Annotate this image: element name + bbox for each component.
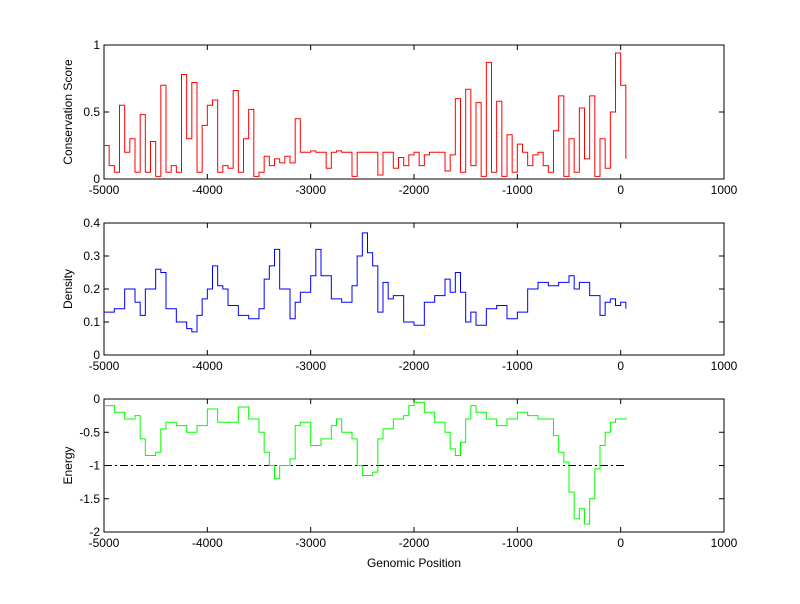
y-tick-label: -2 — [89, 525, 100, 539]
plot-area-2 — [103, 222, 725, 356]
y-tick-label: -1.5 — [79, 492, 100, 506]
x-tick-label: 0 — [617, 183, 624, 197]
y-tick-label: 0.5 — [83, 105, 100, 119]
x-tick-label: -2000 — [399, 359, 430, 373]
x-tick-label: -5000 — [89, 359, 120, 373]
energy-series-line — [104, 401, 627, 525]
x-tick-label: -3000 — [295, 183, 326, 197]
y-axis-label: Energy — [61, 446, 75, 484]
x-tick-label: -1000 — [502, 359, 533, 373]
y-tick-label: -1 — [89, 459, 100, 473]
y-tick-label: 0 — [93, 172, 100, 186]
y-tick-label: 0.3 — [83, 249, 100, 263]
y-tick-label: 0.2 — [83, 282, 100, 296]
x-tick-label: -3000 — [295, 536, 326, 550]
x-tick-label: 0 — [617, 536, 624, 550]
x-tick-label: 0 — [617, 359, 624, 373]
y-axis-label: Conservation Score — [61, 59, 75, 165]
y-tick-label: -0.5 — [79, 425, 100, 439]
y-tick-label: 0 — [93, 348, 100, 362]
x-tick-label: -2000 — [399, 183, 430, 197]
y-tick-label: 0 — [93, 392, 100, 406]
y-axis-label: Density — [61, 269, 75, 309]
x-tick-label: -1000 — [502, 183, 533, 197]
x-tick-label: -1000 — [502, 536, 533, 550]
y-tick-label: 1 — [93, 38, 100, 52]
x-tick-label: -3000 — [295, 359, 326, 373]
conservation-series-line — [104, 52, 627, 177]
x-tick-label: -4000 — [192, 183, 223, 197]
y-tick-label: 0.1 — [83, 315, 100, 329]
x-tick-label: 1000 — [711, 359, 738, 373]
density-series-line — [104, 232, 627, 333]
x-tick-label: -5000 — [89, 536, 120, 550]
x-tick-label: -2000 — [399, 536, 430, 550]
x-tick-label: -4000 — [192, 359, 223, 373]
x-tick-label: 1000 — [711, 536, 738, 550]
x-tick-label: 1000 — [711, 183, 738, 197]
x-tick-label: -5000 — [89, 183, 120, 197]
x-tick-label: -4000 — [192, 536, 223, 550]
x-axis-label: Genomic Position — [367, 556, 461, 570]
y-tick-label: 0.4 — [83, 216, 100, 230]
